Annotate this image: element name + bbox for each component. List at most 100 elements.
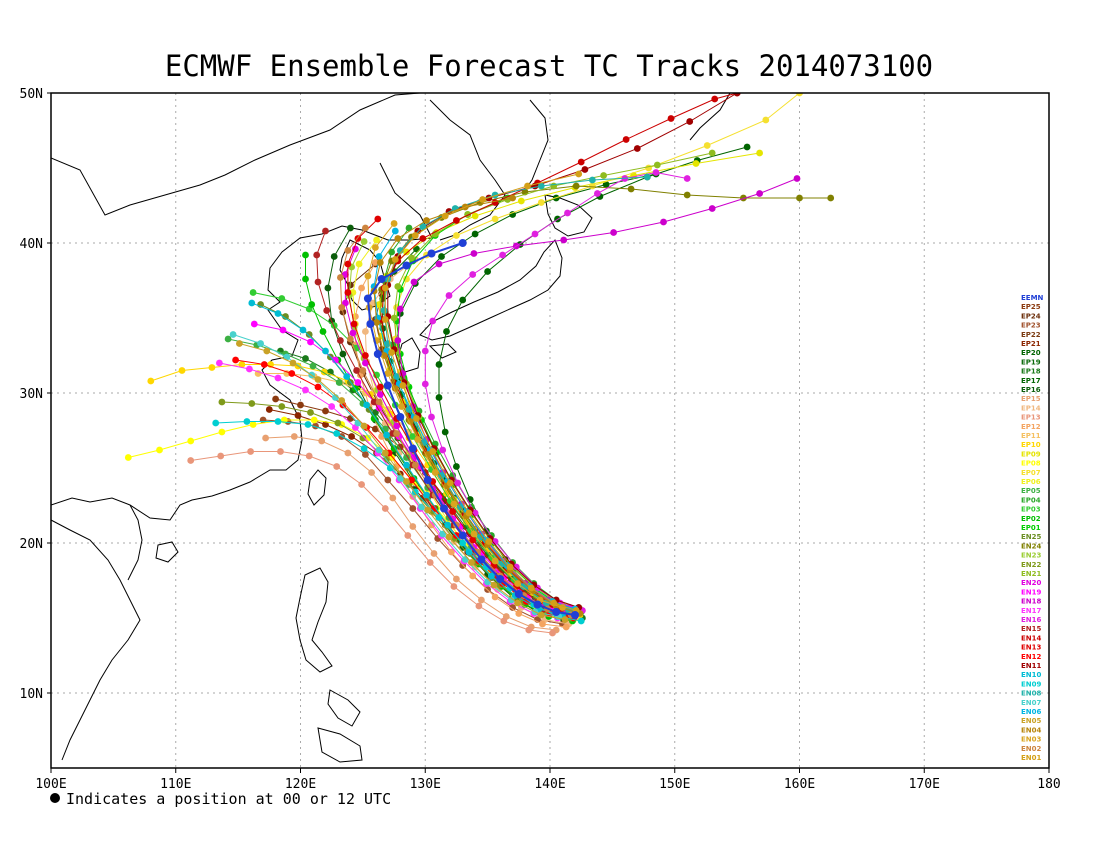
track-point — [708, 149, 716, 157]
track-point — [445, 533, 453, 541]
track-point — [354, 419, 362, 427]
track-point — [347, 224, 354, 232]
legend-entry: EP14 — [1021, 404, 1041, 412]
map-coastlines — [51, 93, 731, 763]
track-point — [469, 536, 477, 544]
track-point — [453, 232, 460, 239]
track-point — [633, 145, 641, 152]
track-point — [411, 461, 419, 469]
track-point — [307, 409, 314, 416]
track-point — [358, 481, 365, 488]
track-point — [396, 475, 404, 482]
track-point — [429, 448, 437, 455]
track-point — [274, 418, 282, 425]
track-point — [500, 617, 508, 625]
track-point — [413, 415, 420, 422]
legend-entry: EP20 — [1021, 349, 1041, 357]
manchuria-coast — [429, 99, 506, 241]
track-point — [333, 430, 341, 437]
track-point — [381, 505, 389, 512]
track-point — [372, 259, 379, 266]
track-point — [322, 227, 329, 235]
track-point — [524, 182, 531, 190]
track-point — [372, 244, 379, 251]
track-point — [459, 296, 467, 304]
track-point — [439, 530, 447, 538]
legend-entry: EN13 — [1021, 644, 1042, 652]
track-point — [232, 356, 240, 364]
track-point — [589, 182, 596, 190]
track-point — [575, 170, 583, 178]
legend-entry: EN06 — [1021, 708, 1042, 716]
track-point — [539, 620, 546, 628]
track-point — [314, 278, 322, 286]
track-point — [552, 608, 561, 616]
track-point — [299, 326, 307, 334]
legend-entry: EN08 — [1021, 690, 1042, 698]
track-point — [394, 337, 402, 344]
legend-entry: EEMN — [1021, 294, 1044, 302]
track-point — [394, 283, 402, 290]
track-point — [740, 194, 747, 202]
track-point — [374, 215, 382, 223]
track-point — [274, 374, 282, 382]
track-point — [426, 559, 434, 566]
track-point — [409, 433, 417, 440]
track-point — [561, 616, 569, 623]
track-point — [243, 418, 251, 425]
track-point — [229, 331, 237, 338]
track-point — [405, 224, 413, 232]
track-point — [429, 317, 437, 325]
track-point — [418, 503, 425, 511]
track-point — [404, 532, 412, 539]
kamchatka-coast — [689, 93, 731, 141]
track-point — [393, 422, 400, 430]
track-point — [359, 367, 367, 374]
track-point — [322, 347, 329, 355]
track-point — [305, 452, 313, 460]
track-point — [431, 469, 439, 476]
track-point — [334, 419, 342, 427]
legend-entry: EN07 — [1021, 699, 1042, 707]
track-point — [344, 260, 352, 268]
track-point — [683, 191, 691, 199]
x-tick-label: 140E — [534, 777, 565, 792]
legend-entry: EP05 — [1021, 487, 1041, 495]
legend-entry: EN14 — [1021, 634, 1042, 642]
track-point — [347, 335, 354, 343]
legend-entry: EN22 — [1021, 561, 1042, 569]
track-point — [262, 434, 269, 442]
track-point — [309, 362, 317, 370]
track-point — [499, 251, 506, 259]
track-point — [450, 583, 458, 590]
track-point — [156, 446, 163, 454]
track-point — [660, 218, 667, 226]
track-point — [423, 491, 430, 499]
track-point — [514, 580, 521, 587]
x-tick-label: 150E — [659, 777, 690, 792]
legend-entry: EN05 — [1021, 717, 1042, 725]
legend-entry: EP18 — [1021, 368, 1041, 376]
track-point — [517, 197, 525, 205]
track-point — [449, 508, 457, 515]
shikoku-coast — [428, 343, 457, 359]
track-point — [375, 446, 383, 454]
legend-entry: EN17 — [1021, 607, 1042, 615]
track-point — [337, 274, 344, 281]
track-point — [372, 425, 379, 433]
track-point — [448, 548, 455, 556]
legend-entry: EP09 — [1021, 450, 1041, 458]
forecast-tracks — [124, 93, 835, 637]
track-point — [465, 509, 473, 517]
track-point — [683, 175, 691, 182]
visayas-coast — [327, 689, 361, 727]
y-axis-ticks: 10N 20N 30N 40N 50N — [20, 87, 51, 702]
track-point — [307, 338, 314, 346]
legend-entry: EN24 — [1021, 542, 1042, 550]
track-point — [600, 172, 607, 179]
track-point — [827, 194, 835, 202]
track-point — [572, 182, 580, 190]
track-point — [428, 413, 435, 421]
track-point — [332, 356, 339, 364]
